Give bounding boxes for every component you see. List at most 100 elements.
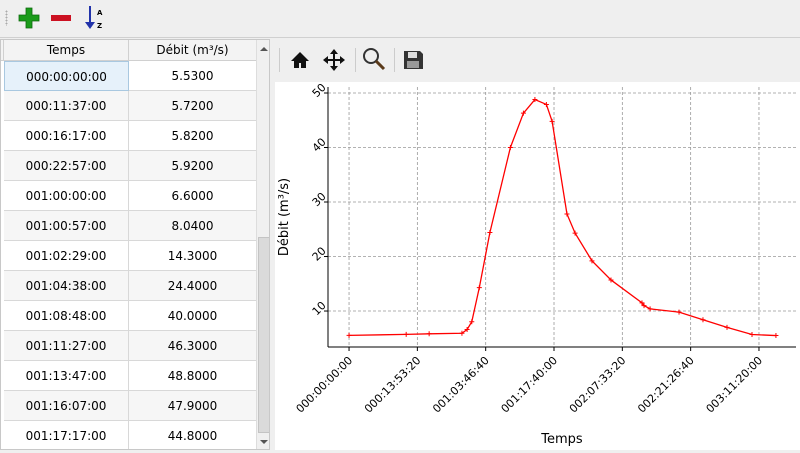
table-row[interactable]: 000:11:37:00 5.7200 — [4, 91, 257, 121]
cell-temps[interactable]: 001:08:48:00 — [4, 301, 129, 331]
data-point — [549, 118, 555, 124]
home-button[interactable] — [287, 47, 313, 73]
table-row[interactable]: 001:08:48:00 40.0000 — [4, 301, 257, 331]
y-tick-label: 40 — [310, 135, 329, 154]
data-point — [459, 330, 465, 336]
cell-temps[interactable]: 000:11:37:00 — [4, 91, 129, 121]
cell-temps[interactable]: 000:22:57:00 — [4, 151, 129, 181]
add-row-button[interactable] — [16, 5, 42, 31]
column-header-temps[interactable]: Temps — [4, 40, 129, 61]
data-point — [749, 331, 755, 337]
cell-temps[interactable]: 000:00:00:00 — [4, 61, 129, 91]
pan-button[interactable] — [321, 47, 347, 73]
table-row[interactable]: 001:04:38:00 24.4000 — [4, 271, 257, 301]
cell-debit[interactable]: 5.7200 — [129, 91, 257, 121]
data-point — [403, 331, 409, 337]
data-point — [532, 97, 538, 103]
zoom-button[interactable] — [361, 46, 387, 72]
svg-text:Z: Z — [97, 22, 102, 30]
data-point — [641, 303, 647, 309]
y-tick-label: 50 — [310, 82, 329, 100]
cell-temps[interactable]: 001:16:07:00 — [4, 391, 129, 421]
data-point — [589, 258, 595, 264]
data-table: Temps Débit (m³/s) 000:00:00:00 5.5300 000… — [0, 39, 270, 450]
pan-icon — [323, 49, 345, 71]
scroll-down-icon[interactable] — [257, 436, 270, 448]
x-tick-label: 002:21:26:40 — [635, 354, 697, 416]
table-row[interactable]: 000:16:17:00 5.8200 — [4, 121, 257, 151]
line-chart: 000:00:00:00 000:13:53:20 001:03:46:40 001:… — [277, 81, 796, 447]
cell-debit[interactable]: 8.0400 — [129, 211, 257, 241]
table-row[interactable]: 001:00:57:00 8.0400 — [4, 211, 257, 241]
vertical-scrollbar[interactable] — [256, 40, 270, 449]
table-row[interactable]: 001:13:47:00 48.8000 — [4, 361, 257, 391]
cell-debit[interactable]: 40.0000 — [129, 301, 257, 331]
data-point — [639, 300, 645, 306]
plot-toolbar — [275, 40, 800, 80]
cell-debit[interactable]: 44.8000 — [129, 421, 257, 449]
x-tick-label: 001:17:40:00 — [499, 354, 561, 416]
x-tick-label: 000:00:00:00 — [294, 354, 356, 416]
x-tick-label: 002:07:33:20 — [567, 354, 629, 416]
cell-temps[interactable]: 001:00:57:00 — [4, 211, 129, 241]
plus-icon — [18, 7, 40, 29]
sort-az-icon: AZ — [85, 6, 103, 30]
save-button[interactable] — [400, 47, 426, 73]
svg-text:A: A — [97, 9, 103, 17]
table-row[interactable]: 000:00:00:00 5.5300 — [4, 61, 257, 91]
cell-debit[interactable]: 5.9200 — [129, 151, 257, 181]
cell-debit[interactable]: 6.6000 — [129, 181, 257, 211]
cell-debit[interactable]: 5.8200 — [129, 121, 257, 151]
data-point — [572, 230, 578, 236]
cell-debit[interactable]: 14.3000 — [129, 241, 257, 271]
save-icon — [404, 51, 423, 69]
data-point — [464, 327, 470, 333]
zoom-icon — [363, 48, 386, 71]
x-tick-label: 003:11:20:00 — [703, 354, 765, 416]
scroll-up-icon[interactable] — [257, 43, 270, 55]
home-icon — [291, 52, 309, 68]
data-point — [543, 101, 549, 107]
data-point — [676, 309, 682, 315]
cell-temps[interactable]: 001:00:00:00 — [4, 181, 129, 211]
table-row[interactable]: 001:17:17:00 44.8000 — [4, 421, 257, 449]
cell-temps[interactable]: 001:02:29:00 — [4, 241, 129, 271]
x-axis-label: Temps — [540, 432, 583, 447]
cell-debit[interactable]: 5.5300 — [129, 61, 257, 91]
data-point — [608, 277, 614, 283]
cell-temps[interactable]: 001:13:47:00 — [4, 361, 129, 391]
cell-debit[interactable]: 47.9000 — [129, 391, 257, 421]
cell-temps[interactable]: 001:17:17:00 — [4, 421, 129, 449]
data-point — [469, 319, 475, 325]
table-row[interactable]: 001:16:07:00 47.9000 — [4, 391, 257, 421]
cell-temps[interactable]: 001:11:27:00 — [4, 331, 129, 361]
plot-canvas[interactable]: 000:00:00:00 000:13:53:20 001:03:46:40 001:… — [275, 81, 800, 450]
column-header-debit[interactable]: Débit (m³/s) — [129, 40, 257, 61]
y-axis-label: Débit (m³/s) — [277, 178, 292, 256]
scrollbar-thumb[interactable] — [258, 237, 269, 433]
y-tick-label: 10 — [310, 299, 329, 318]
toolbar-grip[interactable] — [5, 10, 8, 26]
remove-row-button[interactable] — [48, 5, 74, 31]
data-point — [564, 211, 570, 217]
data-point — [487, 230, 493, 236]
cell-debit[interactable]: 48.8000 — [129, 361, 257, 391]
table-row[interactable]: 001:11:27:00 46.3000 — [4, 331, 257, 361]
cell-temps[interactable]: 001:04:38:00 — [4, 271, 129, 301]
table-row[interactable]: 001:00:00:00 6.6000 — [4, 181, 257, 211]
y-tick-label: 30 — [310, 190, 329, 209]
table-row[interactable]: 001:02:29:00 14.3000 — [4, 241, 257, 271]
cell-temps[interactable]: 000:16:17:00 — [4, 121, 129, 151]
data-line — [349, 98, 776, 337]
data-point — [520, 110, 526, 116]
y-tick-label: 20 — [310, 244, 329, 263]
cell-debit[interactable]: 46.3000 — [129, 331, 257, 361]
data-point — [346, 332, 352, 338]
table-row[interactable]: 000:22:57:00 5.9200 — [4, 151, 257, 181]
cell-debit[interactable]: 24.4000 — [129, 271, 257, 301]
data-point — [700, 317, 706, 323]
data-point — [773, 333, 779, 339]
data-point — [507, 145, 513, 151]
